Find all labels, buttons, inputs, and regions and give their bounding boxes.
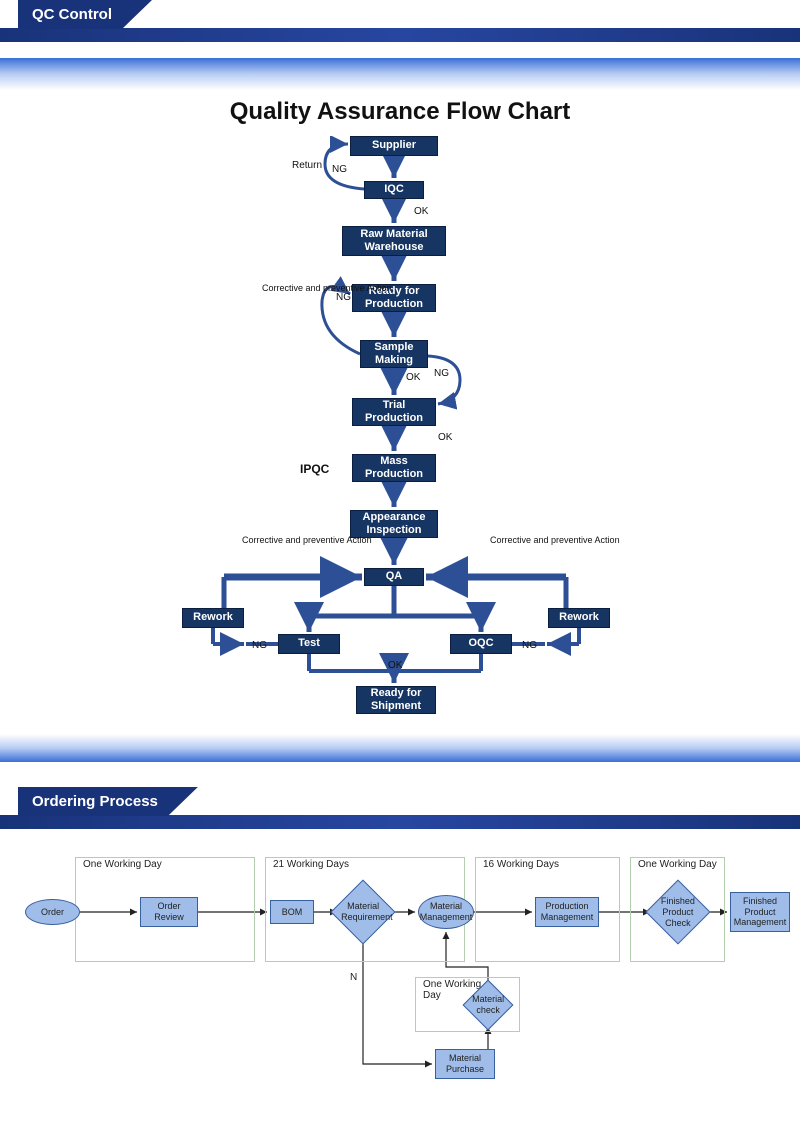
qc-label-ng3: NG (434, 368, 449, 379)
qc-node-oqc: OQC (450, 634, 512, 654)
qc-node-ready_ship: Ready for Shipment (356, 686, 436, 714)
ordering-node-order_review: Order Review (140, 897, 198, 927)
qc-label-corr_r: Corrective and preventive Action (490, 536, 620, 546)
ordering-group-label-g2: 21 Working Days (273, 859, 349, 870)
qc-label-ng1: NG (332, 164, 347, 175)
qc-label-ok1: OK (414, 206, 428, 217)
qc-node-rework_l: Rework (182, 608, 244, 628)
ordering-flowchart: One Working Day 21 Working Days 16 Working… (20, 837, 780, 1107)
qc-node-sample_making: Sample Making (360, 340, 428, 368)
qc-header-gradient (0, 28, 800, 42)
qc-chart-title: Quality Assurance Flow Chart (0, 98, 800, 126)
qc-label-ng2: NG (336, 292, 351, 303)
ordering-node-mat_purchase: Material Purchase (435, 1049, 495, 1079)
ordering-node-order: Order (25, 899, 80, 925)
qc-node-raw_material: Raw Material Warehouse (342, 226, 446, 256)
qc-banner-top (0, 58, 800, 90)
qc-node-qa: QA (364, 568, 424, 586)
qc-label-ok_bottom: OK (388, 660, 402, 671)
qc-node-iqc: IQC (364, 181, 424, 199)
ordering-node-prod_mgmt: Production Management (535, 897, 599, 927)
ordering-node-bom: BOM (270, 900, 314, 924)
qc-label-ng_r: NG (522, 640, 537, 651)
qc-node-mass_prod: Mass Production (352, 454, 436, 482)
qc-banner-bottom (0, 734, 800, 762)
ordering-node-mat_mgmt: Material Management (418, 895, 474, 929)
ordering-header: Ordering Process (0, 787, 800, 827)
qc-node-appearance: Appearance Inspection (350, 510, 438, 538)
qc-tab-label: QC Control (18, 0, 152, 29)
ordering-group-label-g4: One Working Day (638, 859, 717, 870)
qc-label-ng_l: NG (252, 640, 267, 651)
qc-label-return: Return (292, 160, 322, 171)
qc-node-rework_r: Rework (548, 608, 610, 628)
qc-label-ok2: OK (406, 372, 420, 383)
qc-label-corr_l: Corrective and preventive Action (242, 536, 372, 546)
qc-node-trial_prod: Trial Production (352, 398, 436, 426)
ordering-group-label-g1: One Working Day (83, 859, 162, 870)
qc-ipqc-label: IPQC (300, 462, 329, 476)
ordering-tab-label: Ordering Process (18, 787, 198, 816)
ordering-label-n: N (350, 972, 357, 983)
ordering-group-label-g3: 16 Working Days (483, 859, 559, 870)
qc-label-ok3: OK (438, 432, 452, 443)
qc-flowchart: Supplier IQC Raw Material Warehouse Ready f… (20, 136, 780, 726)
qc-label-corr1: Corrective and preventive Action (262, 284, 392, 294)
ordering-header-gradient (0, 815, 800, 829)
qc-node-supplier: Supplier (350, 136, 438, 156)
qc-arrows (20, 136, 780, 726)
ordering-node-fp_mgmt: Finished Product Management (730, 892, 790, 932)
qc-header: QC Control (0, 0, 800, 40)
qc-node-test: Test (278, 634, 340, 654)
